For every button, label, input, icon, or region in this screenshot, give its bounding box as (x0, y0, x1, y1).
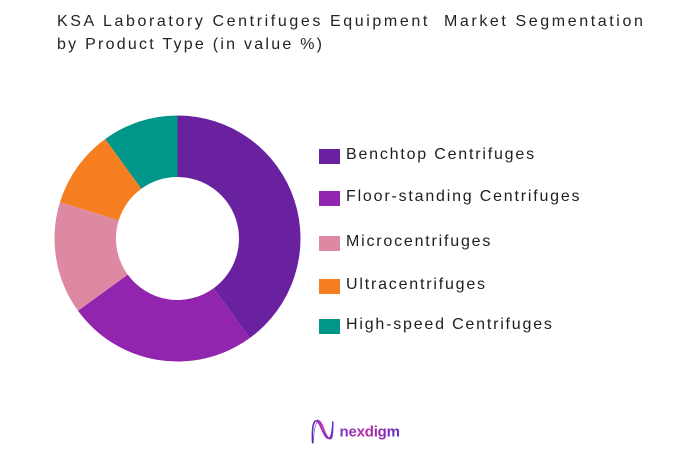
svg-text:nexdigm: nexdigm (340, 424, 400, 441)
